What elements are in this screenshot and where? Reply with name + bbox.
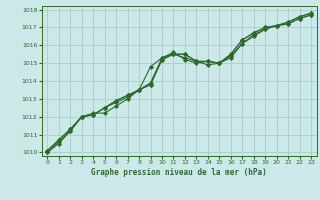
X-axis label: Graphe pression niveau de la mer (hPa): Graphe pression niveau de la mer (hPa) bbox=[91, 168, 267, 177]
